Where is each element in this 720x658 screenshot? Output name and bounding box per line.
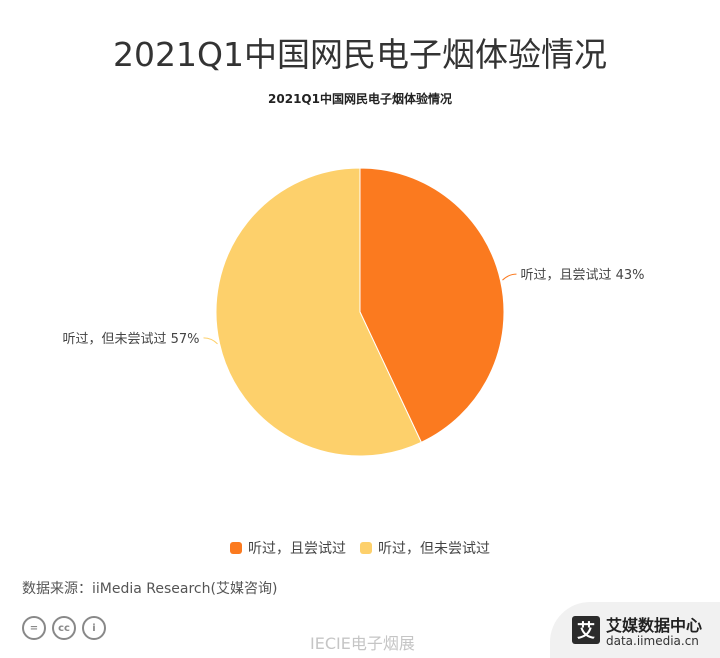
legend-item-tried[interactable]: 听过，且尝试过 — [230, 538, 346, 558]
legend: 听过，且尝试过 听过，但未尝试过 — [0, 538, 720, 558]
license-icons: = cc i — [22, 616, 106, 640]
pie-leader-line — [502, 273, 517, 281]
pie-slice-not-tried[interactable] — [215, 167, 422, 457]
legend-swatch-not-tried — [360, 542, 372, 554]
brand-name: 艾媒数据中心 — [606, 616, 703, 635]
data-source: 数据来源：iiMedia Research(艾媒咨询) — [22, 581, 278, 597]
brand-logo-icon: 艾 — [572, 616, 600, 644]
legend-label-not-tried: 听过，但未尝试过 — [378, 541, 490, 557]
watermark: IECIE电子烟展 — [310, 634, 415, 653]
legend-swatch-tried — [230, 542, 242, 554]
pie-label-not-tried: 听过，但未尝试过 57% — [62, 332, 199, 347]
pie-slice-tried[interactable] — [359, 167, 505, 443]
pie-label-tried: 听过，且尝试过 43% — [520, 268, 644, 283]
legend-item-not-tried[interactable]: 听过，但未尝试过 — [360, 538, 490, 558]
legend-label-tried: 听过，且尝试过 — [248, 541, 346, 557]
brand-badge: 艾 艾媒数据中心 data.iimedia.cn — [550, 602, 720, 658]
brand-url: data.iimedia.cn — [606, 634, 699, 648]
pie-leader-line — [203, 337, 218, 345]
cc-icon: cc — [52, 616, 76, 640]
equals-icon: = — [22, 616, 46, 640]
chart-title: 2021Q1中国网民电子烟体验情况 — [268, 92, 452, 106]
page-title: 2021Q1中国网民电子烟体验情况 — [113, 35, 607, 74]
pie-chart: 听过，且尝试过 43% 听过，但未尝试过 57% — [62, 167, 645, 457]
person-icon: i — [82, 616, 106, 640]
